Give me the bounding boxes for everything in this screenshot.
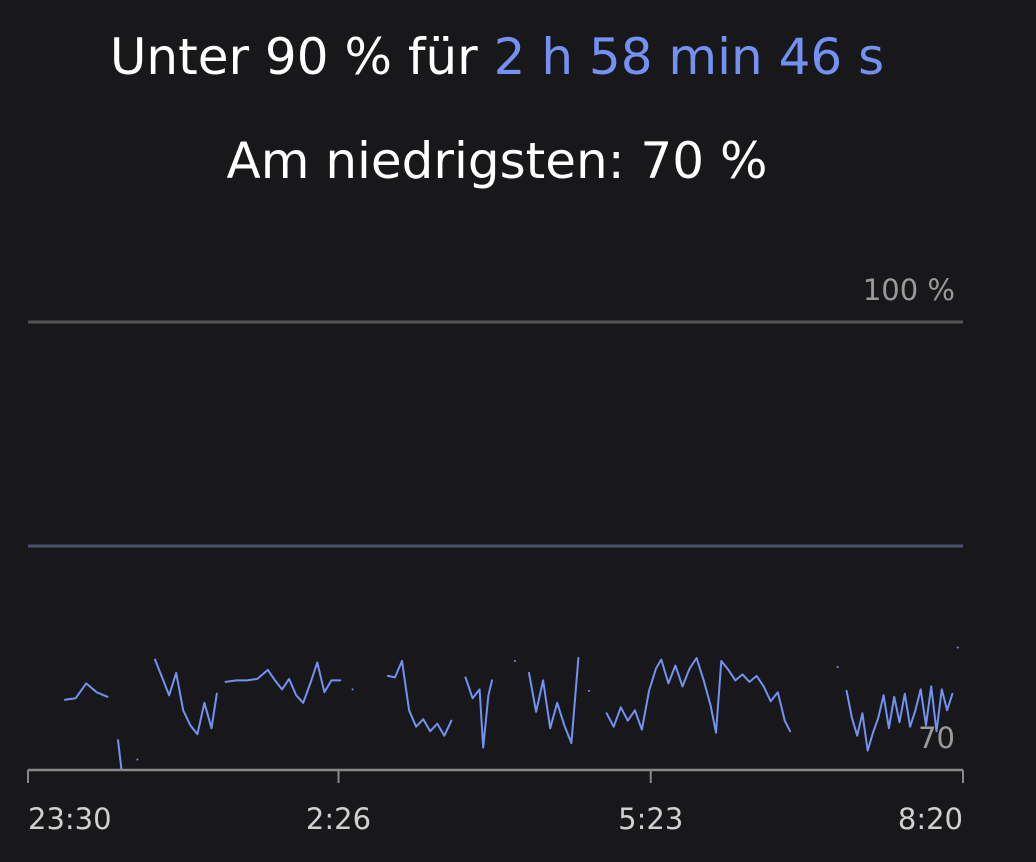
x-tick-label: 23:30 [28,802,112,836]
summary: Unter 90 % für 2 h 58 min 46 s [0,28,994,86]
x-tick-label: 5:23 [618,802,683,836]
data-line [64,646,959,771]
x-tick-label: 8:20 [898,802,963,836]
summary-duration: 2 h 58 min 46 s [493,28,885,86]
x-tick-label: 2:26 [306,802,371,836]
lowest-value: Am niedrigsten: 70 % [226,132,768,190]
summary-label: Unter 90 % für [109,28,478,86]
y-tick-label: 100 % [863,273,955,307]
